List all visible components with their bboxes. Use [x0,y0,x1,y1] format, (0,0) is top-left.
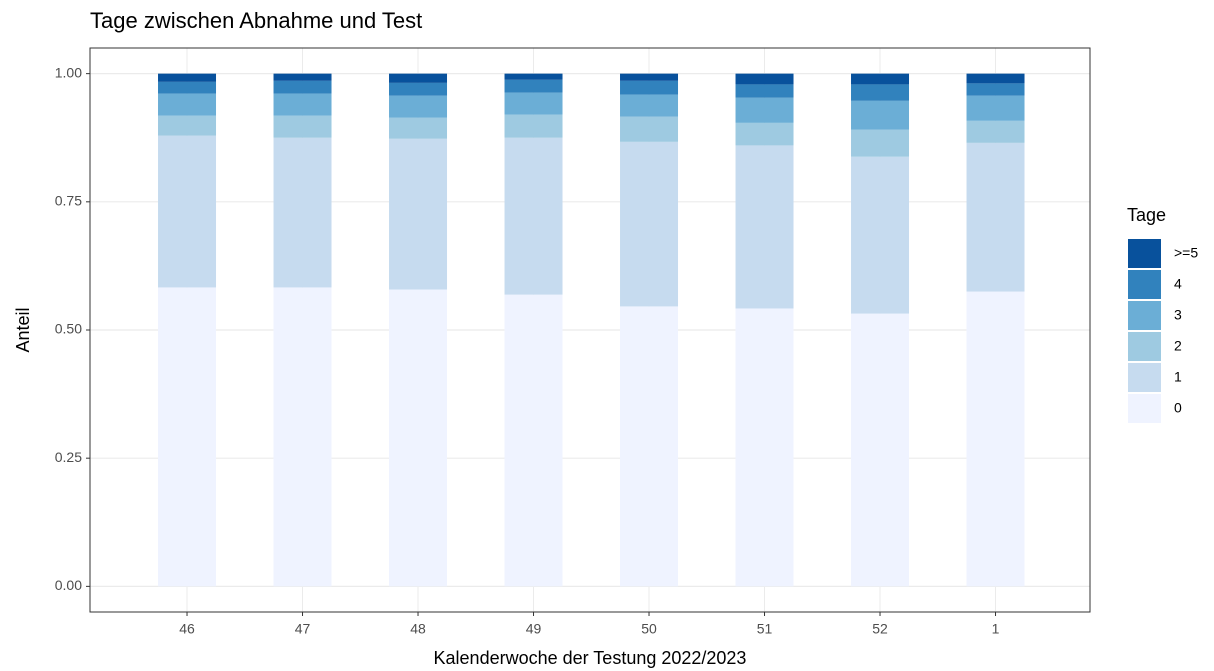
bar-segment [735,84,794,98]
bar-segment [851,84,910,101]
bar-segment [620,94,679,117]
legend-swatch [1128,239,1161,268]
x-tick-label: 1 [992,621,1000,637]
bar-segment [620,141,679,307]
x-tick-label: 47 [295,621,311,637]
bar-segment [158,115,217,136]
x-tick-label: 48 [410,621,426,637]
legend-swatch [1128,270,1161,299]
legend-label: 0 [1174,400,1182,416]
bar-segment [273,80,332,94]
bar-segment [966,120,1025,143]
bar-segment [966,95,1025,121]
y-tick-label: 0.25 [55,449,82,465]
x-tick-label: 51 [757,621,773,637]
bar-segment [735,145,794,309]
bar-segment [851,313,910,587]
bar-segment [504,79,563,93]
bar-segment [735,97,794,123]
legend-swatch [1128,394,1161,423]
bar-segment [504,114,563,138]
chart-title: Tage zwischen Abnahme und Test [90,8,422,33]
y-tick-label: 0.75 [55,193,82,209]
x-tick-label: 52 [872,621,888,637]
bar-segment [273,73,332,81]
bar-segment [273,137,332,288]
bar-segment [504,294,563,587]
y-tick-label: 1.00 [55,64,82,80]
legend-label: >=5 [1174,245,1198,261]
bar-segment [158,135,217,288]
bar-segment [273,115,332,138]
legend-swatch [1128,301,1161,330]
bar-segment [851,129,910,157]
bar-segment [966,291,1025,587]
bar-segment [158,287,217,587]
legend-label: 3 [1174,307,1182,323]
bar-segment [851,156,910,314]
legend-swatch [1128,363,1161,392]
y-tick-label: 0.00 [55,577,82,593]
bar-segment [735,73,794,85]
legend-label: 2 [1174,338,1182,354]
legend-title: Tage [1127,205,1166,225]
bar-segment [735,308,794,587]
y-axis-title: Anteil [13,307,33,352]
bar-segment [504,137,563,295]
bar-segment [389,117,448,139]
panel-border [89,47,1091,613]
bar-segment [158,73,217,82]
bar-segment [966,73,1025,84]
bar-segment [966,83,1025,96]
x-axis-title: Kalenderwoche der Testung 2022/2023 [434,648,747,668]
bar-segment [389,82,448,96]
legend-swatch [1128,332,1161,361]
bar-segment [389,73,448,83]
bar-segment [735,122,794,146]
bar-segment [158,81,217,94]
bar-segment [504,73,563,80]
bar-segment [851,73,910,85]
bar-segment [504,92,563,115]
bar-segment [273,287,332,587]
bar-segment [273,93,332,116]
y-tick-label: 0.50 [55,321,82,337]
bar-segment [620,116,679,142]
bar-segment [966,142,1025,292]
bar-segment [389,138,448,290]
x-tick-label: 49 [526,621,542,637]
legend-label: 4 [1174,276,1182,292]
bar-segment [620,73,679,81]
bar-segment [851,100,910,130]
bar-segment [158,93,217,116]
x-tick-label: 46 [179,621,195,637]
x-tick-label: 50 [641,621,657,637]
bar-segment [620,306,679,587]
bar-segment [389,95,448,118]
bar-segment [389,289,448,587]
legend-label: 1 [1174,369,1182,385]
bar-segment [620,80,679,95]
